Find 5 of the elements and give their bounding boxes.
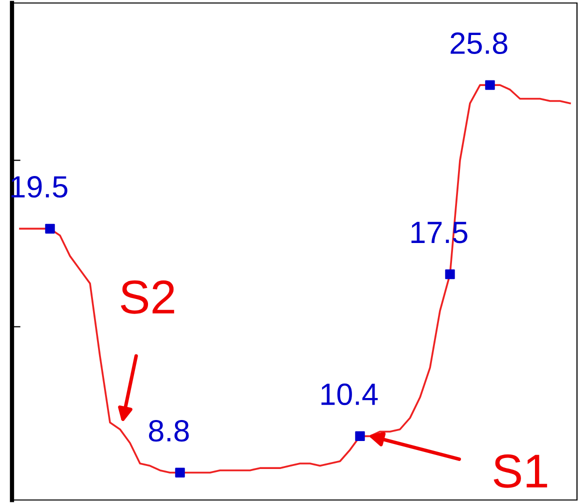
data-label: 25.8: [450, 32, 508, 54]
data-label: 10.4: [321, 383, 378, 406]
data-label: 8.8: [148, 420, 189, 442]
annotation: S1: [494, 454, 548, 488]
annotation: S2: [120, 280, 174, 314]
